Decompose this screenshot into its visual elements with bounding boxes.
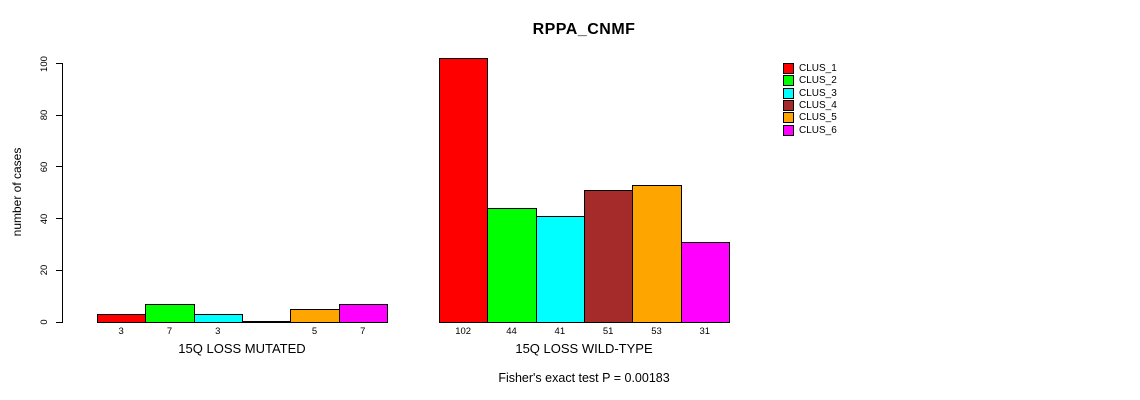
legend-swatch-CLUS_2 — [783, 75, 794, 87]
y-axis-tick-label: 100 — [39, 55, 50, 72]
y-axis-tick — [56, 321, 62, 323]
legend-swatch-CLUS_5 — [783, 112, 794, 124]
y-axis-tick — [56, 269, 62, 271]
legend-label: CLUS_5 — [799, 112, 837, 124]
bar-CLUS_4-group2 — [583, 190, 634, 323]
bar-CLUS_3-group2 — [535, 216, 585, 323]
y-axis-title: number of cases — [10, 147, 24, 237]
bar-CLUS_6-group2 — [680, 242, 730, 323]
bar-value-label: 31 — [699, 326, 711, 337]
legend-swatch-CLUS_6 — [783, 124, 794, 136]
y-axis-tick — [56, 218, 62, 220]
bar-value-label: 51 — [602, 326, 614, 337]
bar-CLUS_3-group1 — [193, 314, 243, 323]
bar-value-label: 102 — [455, 326, 472, 337]
bar-CLUS_5-group2 — [632, 185, 682, 323]
y-axis-tick — [56, 166, 62, 168]
x-group-label: 15Q LOSS MUTATED — [178, 341, 306, 356]
legend-swatch-CLUS_4 — [783, 99, 794, 111]
chart-title: RPPA_CNMF — [532, 21, 636, 38]
bar-value-label: 5 — [311, 326, 318, 337]
y-axis-tick-label: 60 — [39, 161, 50, 173]
bar-value-label: 7 — [360, 326, 366, 337]
y-axis-tick-label: 0 — [39, 319, 50, 325]
bar-value-label: 44 — [506, 326, 517, 337]
x-group-label: 15Q LOSS WILD-TYPE — [515, 341, 653, 356]
bar-CLUS_2-group2 — [487, 208, 537, 323]
y-axis-tick — [56, 114, 62, 116]
fisher-test-note: Fisher's exact test P = 0.00183 — [498, 371, 670, 385]
legend-label: CLUS_1 — [799, 63, 837, 74]
y-axis-tick-label: 40 — [39, 213, 50, 224]
y-axis-tick-label: 80 — [39, 109, 50, 121]
y-axis-line — [62, 63, 63, 323]
bar-CLUS_1-group1 — [97, 314, 147, 323]
bar-value-label: 7 — [166, 326, 173, 337]
legend-label: CLUS_3 — [799, 87, 837, 99]
bar-value-label: 3 — [215, 326, 221, 337]
bar-value-label: 41 — [554, 326, 566, 337]
bar-CLUS_5-group1 — [290, 309, 340, 323]
legend-swatch-CLUS_1 — [783, 63, 794, 74]
legend-swatch-CLUS_3 — [783, 87, 794, 99]
legend-label: CLUS_4 — [799, 99, 837, 111]
legend-label: CLUS_6 — [799, 124, 837, 136]
y-axis-tick — [56, 63, 62, 64]
bar-CLUS_1-group2 — [439, 58, 489, 323]
bar-value-label: 3 — [118, 326, 124, 337]
bar-value-label: 53 — [651, 326, 662, 337]
bar-CLUS_6-group1 — [338, 304, 388, 323]
y-axis-tick-label: 20 — [39, 265, 50, 276]
bar-CLUS_2-group1 — [145, 304, 195, 323]
legend-label: CLUS_2 — [799, 75, 837, 87]
bar-CLUS_4-group1 — [241, 321, 292, 323]
